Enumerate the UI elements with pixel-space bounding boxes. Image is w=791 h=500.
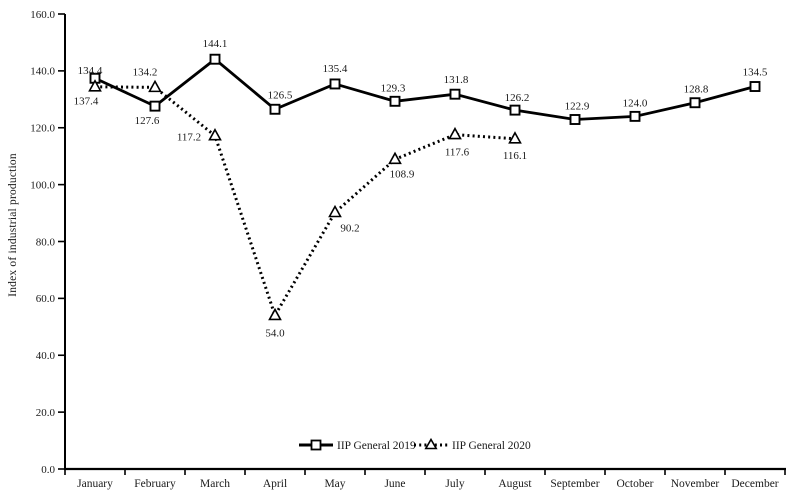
data-point-triangle-marker <box>388 151 402 165</box>
data-point-label: 54.0 <box>265 327 285 339</box>
x-tick-label: March <box>200 478 230 490</box>
legend-item-2020: IIP General 2020 <box>414 437 531 452</box>
x-tick-label: September <box>550 478 599 490</box>
legend-item-2019: IIP General 2019 <box>299 439 416 452</box>
legend-label-2019: IIP General 2019 <box>337 440 416 452</box>
data-point-square-marker <box>509 104 521 116</box>
x-tick-label: January <box>77 478 113 490</box>
data-point-triangle-marker <box>328 204 342 218</box>
data-point-label: 129.3 <box>381 82 406 94</box>
data-point-label: 131.8 <box>444 74 469 86</box>
data-point-square-marker <box>389 95 401 107</box>
data-point-label: 128.8 <box>684 84 709 96</box>
data-point-label: 137.4 <box>74 95 99 107</box>
data-point-square-marker <box>449 88 461 100</box>
data-point-square-marker <box>569 114 581 125</box>
y-axis-title: Index of industrial production <box>7 153 19 297</box>
y-tick-label: 160.0 <box>30 9 55 21</box>
series-layer: 137.4 127.6 144.1 126.5 135.4 129.3 131.8 126.2… <box>74 38 768 339</box>
data-point-square-marker <box>209 53 221 65</box>
series-line-2020 <box>94 85 516 320</box>
x-tick-label: May <box>324 478 345 490</box>
data-point-triangle-marker <box>508 131 522 144</box>
x-tick-label: November <box>671 478 720 490</box>
x-tick-label: October <box>616 478 653 490</box>
legend-triangle-marker-icon <box>424 437 438 450</box>
legend-square-marker-icon <box>310 439 322 451</box>
data-point-label: 117.2 <box>177 132 201 144</box>
y-tick-label: 100.0 <box>30 179 55 191</box>
y-tick-label: 80.0 <box>36 236 56 248</box>
y-tick-label: 140.0 <box>30 66 55 78</box>
series-line-2019 <box>94 57 756 121</box>
legend-label-2020: IIP General 2020 <box>452 440 531 452</box>
data-point-label: 126.2 <box>505 92 530 104</box>
data-point-label: 144.1 <box>203 38 228 50</box>
data-point-triangle-marker <box>268 307 282 321</box>
data-point-triangle-marker <box>448 126 462 140</box>
data-point-label: 134.2 <box>133 66 158 78</box>
data-point-triangle-marker <box>148 79 162 93</box>
x-tick-label: June <box>384 478 405 490</box>
x-tick-label: February <box>134 478 176 490</box>
data-point-label: 122.9 <box>565 101 590 113</box>
x-tick-label: April <box>263 478 287 490</box>
x-tick-label: August <box>498 478 532 490</box>
data-point-square-marker <box>149 100 161 112</box>
data-point-label: 108.9 <box>390 168 415 180</box>
data-point-triangle-marker <box>88 79 102 92</box>
y-tick-label: 120.0 <box>30 123 55 135</box>
data-point-label: 134.5 <box>743 67 768 79</box>
data-point-label: 124.0 <box>623 97 648 109</box>
data-point-square-marker <box>629 110 641 122</box>
data-point-label: 127.6 <box>135 115 160 127</box>
data-point-triangle-marker <box>208 128 222 141</box>
data-point-label: 90.2 <box>340 222 359 234</box>
data-point-label: 134.4 <box>78 65 103 77</box>
y-tick-label: 60.0 <box>36 293 56 305</box>
data-point-square-marker <box>689 97 701 109</box>
axes-layer: 0.0 20.0 40.0 60.0 80.0 100.0 120.0 140.0 160.0 J… <box>30 9 786 490</box>
y-tick-label: 40.0 <box>36 350 56 362</box>
x-tick-label: December <box>731 478 778 490</box>
y-tick-label: 0.0 <box>41 464 55 476</box>
x-tick-label: July <box>445 478 464 490</box>
data-point-square-marker <box>329 78 341 90</box>
legend: IIP General 2019 IIP General 2020 <box>299 437 531 452</box>
data-point-label: 126.5 <box>268 89 293 101</box>
data-point-square-marker <box>749 81 761 92</box>
y-tick-label: 20.0 <box>36 407 56 419</box>
data-point-square-marker <box>269 103 281 115</box>
data-point-label: 117.6 <box>445 147 470 159</box>
data-point-label: 135.4 <box>323 63 348 75</box>
data-point-label: 116.1 <box>503 150 527 162</box>
